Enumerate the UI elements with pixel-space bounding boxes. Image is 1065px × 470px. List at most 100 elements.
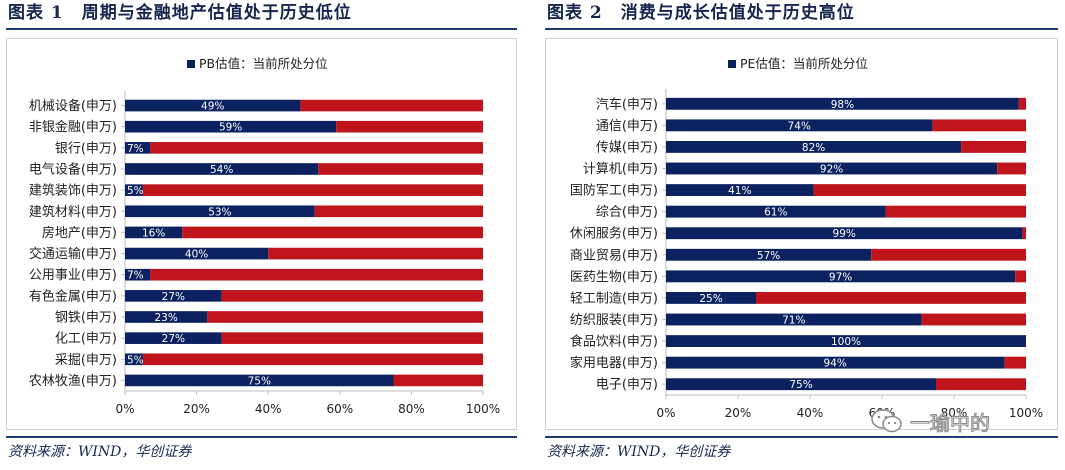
data-label: 74% xyxy=(788,120,811,132)
figure-2-top-rule xyxy=(545,28,1058,30)
category-label: 钢铁(申万) xyxy=(55,311,117,326)
bar-value xyxy=(125,247,269,260)
bar-remainder xyxy=(314,205,483,218)
bar-value xyxy=(125,120,337,133)
bar-value xyxy=(125,184,143,196)
watermark: 一瑜中的 xyxy=(870,406,1060,436)
figure-1-top-rule xyxy=(6,28,517,30)
bar-remainder xyxy=(142,184,483,196)
figure-1-chart-svg: PB估值：当前所处分位 0% 20% 40% 60% 80% 100% 机械设备(申万) 49%… xyxy=(29,56,500,416)
data-label: 99% xyxy=(833,228,856,240)
bar-remainder xyxy=(300,99,483,112)
watermark-text: 一瑜中的 xyxy=(910,410,991,435)
bar-remainder xyxy=(182,226,483,239)
x-tick-label: 40% xyxy=(255,402,282,416)
bar-remainder xyxy=(885,205,1026,218)
x-tick-label: 100% xyxy=(466,402,500,416)
bar-row: 建筑装饰(申万) 5% xyxy=(29,183,483,199)
category-label: 化工(申万) xyxy=(55,332,117,347)
bar-row: 农林牧渔(申万) 75% xyxy=(29,374,483,389)
category-label: 轻工制造(申万) xyxy=(570,291,658,306)
data-label: 5% xyxy=(127,185,144,197)
bar-row: 国防军工(申万) 41% xyxy=(570,183,1026,199)
data-label: 27% xyxy=(162,291,185,303)
bar-value xyxy=(666,356,1005,369)
bar-remainder xyxy=(268,247,483,260)
bar-row: 商业贸易(申万) 57% xyxy=(570,248,1026,263)
data-label: 5% xyxy=(127,354,144,366)
figure-2-bottom-rule xyxy=(545,436,1058,438)
data-label: 54% xyxy=(210,164,233,176)
bar-row: 采掘(申万) 5% xyxy=(55,353,483,368)
bar-remainder xyxy=(936,378,1026,391)
category-label: 房地产(申万) xyxy=(42,225,117,241)
bar-remainder xyxy=(1015,270,1026,283)
x-tick-label: 40% xyxy=(797,406,824,420)
category-label: 食品饮料(申万) xyxy=(570,334,658,350)
bar-value xyxy=(125,226,183,239)
x-tick-label: 60% xyxy=(326,402,353,416)
x-tick-label: 100% xyxy=(1009,406,1043,420)
bar-remainder xyxy=(221,290,483,302)
category-label: 电子(申万) xyxy=(596,378,658,393)
bar-row: 房地产(申万) 16% xyxy=(42,225,483,241)
bar-row: 建筑材料(申万) 53% xyxy=(29,204,483,220)
bar-remainder xyxy=(336,120,483,133)
bar-remainder xyxy=(393,374,483,387)
bar-remainder xyxy=(756,291,1026,304)
bar-value xyxy=(666,119,933,132)
bar-value xyxy=(666,140,962,153)
category-label: 建筑材料(申万) xyxy=(29,204,117,220)
category-label: 休闲服务(申万) xyxy=(570,226,658,242)
category-label: 公用事业(申万) xyxy=(29,268,117,283)
bar-value xyxy=(666,248,872,261)
data-label: 94% xyxy=(824,358,847,370)
figure-1-source: 资料来源：WIND，华创证券 xyxy=(8,444,192,460)
bar-value xyxy=(666,162,998,175)
data-label: 59% xyxy=(219,122,242,134)
bar-value xyxy=(125,311,208,323)
data-label: 23% xyxy=(154,312,177,324)
bar-row: 汽车(申万) 98% xyxy=(596,96,1026,112)
bar-value xyxy=(666,184,814,197)
data-label: 7% xyxy=(127,270,144,282)
bar-row: 轻工制造(申万) 25% xyxy=(570,291,1026,306)
wechat-icon xyxy=(871,409,902,433)
category-label: 采掘(申万) xyxy=(55,353,117,368)
x-tick-label: 0% xyxy=(656,406,675,420)
bar-remainder xyxy=(150,142,483,154)
bar-remainder xyxy=(207,311,483,323)
bar-value xyxy=(125,163,319,175)
bar-row: 交通运输(申万) 40% xyxy=(29,246,483,262)
data-label: 16% xyxy=(142,227,165,239)
bar-value xyxy=(125,268,151,281)
figure-2-title: 图表 2 消费与成长估值处于历史高位 xyxy=(547,3,855,23)
bar-remainder xyxy=(1004,356,1026,369)
bar-row: 机械设备(申万) 49% xyxy=(29,98,483,114)
bar-remainder xyxy=(997,162,1026,175)
bar-row: 非银金融(申万) 59% xyxy=(29,119,483,135)
data-label: 40% xyxy=(185,249,208,261)
figure-2-chart-svg: PE估值：当前所处分位0%20%40%60%80%100%汽车(申万)98%通信… xyxy=(570,56,1043,420)
category-label: 综合(申万) xyxy=(596,205,658,220)
figure-1-panel: 图表 1 周期与金融地产估值处于历史低位 PB估值：当前所处分位 0% 20% 40%… xyxy=(6,0,517,460)
figure-1-chart: PB估值：当前所处分位 0% 20% 40% 60% 80% 100% 机械设备(申万) 49%… xyxy=(6,38,517,430)
data-label: 82% xyxy=(802,142,825,154)
figure-1-bottom-rule xyxy=(6,436,517,438)
legend-swatch xyxy=(728,60,736,68)
bar-value xyxy=(125,332,222,344)
bar-row: 电气设备(申万) 54% xyxy=(29,162,483,178)
legend: PE估值：当前所处分位 xyxy=(728,56,868,71)
bar-row: 家用电器(申万) 94% xyxy=(570,355,1026,371)
bar-value xyxy=(666,313,922,326)
bar-value xyxy=(666,227,1023,240)
data-label: 75% xyxy=(789,379,812,391)
bar-row: 有色金属(申万) 27% xyxy=(29,288,483,304)
bar-remainder xyxy=(1022,227,1026,240)
legend-swatch xyxy=(187,60,195,68)
data-label: 57% xyxy=(757,250,780,262)
bar-row: 传媒(申万) 82% xyxy=(596,140,1026,155)
bar-row: 休闲服务(申万) 99% xyxy=(570,226,1026,242)
category-label: 计算机(申万) xyxy=(583,162,658,177)
bar-remainder xyxy=(961,140,1026,153)
